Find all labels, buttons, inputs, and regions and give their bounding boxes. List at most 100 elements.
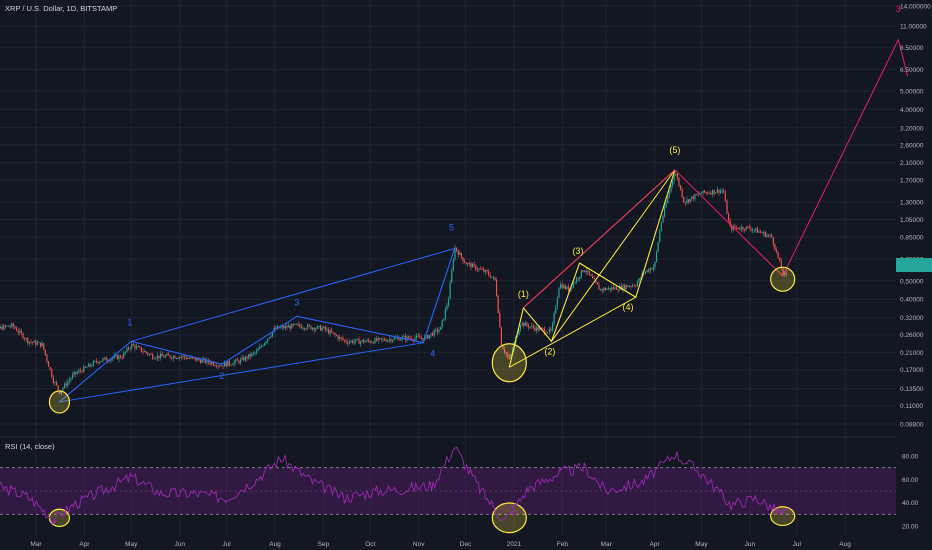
candle-body [612, 287, 614, 289]
blue-channel-upper[interactable] [131, 247, 455, 342]
price-highlight-circle[interactable] [491, 343, 527, 383]
price-highlight-circle[interactable] [770, 266, 796, 292]
wave-drawings[interactable] [59, 38, 909, 403]
rsi-highlight-circle[interactable] [491, 502, 527, 534]
time-tick-label: Jul [793, 541, 802, 548]
candle-body [6, 325, 8, 327]
candle-body [86, 366, 88, 368]
candle-body [172, 356, 174, 359]
candle-body [87, 363, 90, 367]
candle-body [353, 341, 355, 343]
candle-body [643, 273, 645, 275]
candle-body [25, 338, 27, 340]
candle-body [553, 313, 555, 323]
candle-body [300, 326, 302, 329]
candle-body [655, 251, 658, 262]
candle-body [65, 383, 67, 386]
yellow-wave-path[interactable] [508, 169, 676, 368]
candle-body [497, 295, 499, 314]
blue-channel-lower[interactable] [59, 342, 424, 403]
candle-body [780, 260, 782, 269]
candle-body [83, 366, 85, 373]
candle-body [633, 285, 635, 287]
candle-body [139, 346, 141, 348]
candle-body [532, 325, 534, 328]
candle-body [142, 351, 144, 353]
candle-body [166, 354, 168, 356]
candle-body [561, 284, 563, 289]
yellow-wedge-line[interactable] [551, 169, 676, 342]
blue-wave-path[interactable] [59, 248, 456, 403]
candle-body [601, 289, 603, 291]
candle-body [415, 335, 418, 339]
candle-body [550, 328, 552, 331]
candle-body [89, 363, 91, 366]
candle-body [75, 371, 77, 374]
candle-body [689, 198, 691, 203]
candle-body [38, 342, 40, 344]
candle-body [108, 360, 110, 362]
wave-label: 3 [896, 4, 901, 14]
time-axis[interactable]: Mar Apr May Jun Jul Aug Sep Oct Nov Dec 2021 Feb Mar… [30, 541, 851, 548]
candle-body [668, 191, 670, 198]
candle-body [167, 354, 170, 356]
candle-body [759, 231, 762, 233]
candle-body [191, 357, 194, 358]
candle-body [479, 268, 482, 270]
candle-body [286, 325, 288, 328]
symbol-title: XRP / U.S. Dollar, 1D, BITSTAMP [5, 4, 117, 13]
candle-body [78, 370, 80, 373]
candle-body [431, 333, 434, 336]
candle-body [452, 259, 454, 271]
candle-body [134, 345, 136, 349]
candle-body [337, 335, 339, 339]
candle-body [212, 362, 214, 366]
time-tick-label: Dec [460, 541, 472, 548]
candle-body [0, 326, 2, 328]
candle-body [52, 377, 54, 383]
candle-body [628, 286, 630, 288]
candle-body [116, 355, 118, 360]
candle-body [593, 278, 595, 280]
candle-body [377, 338, 379, 341]
candle-body [590, 274, 592, 276]
price-tick-label: 0.08800 [900, 422, 924, 429]
candle-body [756, 228, 758, 233]
candle-body [508, 356, 510, 359]
candle-body [627, 285, 629, 287]
candle-body [492, 277, 494, 279]
candle-body [33, 340, 35, 343]
candle-body [267, 338, 269, 342]
pink-projection-path[interactable] [523, 38, 909, 309]
candle-body [734, 226, 736, 228]
candle-body [161, 353, 163, 356]
candle-body [374, 338, 376, 344]
candle-body [433, 330, 435, 336]
yellow-channel-lower[interactable] [509, 296, 637, 368]
candle-body [631, 285, 634, 287]
candle-body [441, 320, 443, 327]
candle-body [702, 190, 704, 194]
candle-body [617, 289, 619, 291]
candle-body [199, 360, 202, 363]
rsi-highlight-circle[interactable] [770, 506, 796, 527]
rsi-tick-label: 80.00 [902, 454, 919, 461]
candle-body [51, 369, 53, 378]
candle-body [270, 335, 272, 338]
candle-body [63, 383, 66, 388]
candle-body [391, 340, 394, 342]
candle-body [521, 322, 523, 325]
candle-body [324, 326, 326, 330]
candle-body [148, 353, 150, 355]
candle-body [662, 216, 664, 223]
candle-body [17, 331, 19, 333]
candle-body [323, 326, 325, 329]
price-highlight-circle[interactable] [48, 390, 71, 414]
candle-body [283, 326, 285, 329]
candle-body [259, 346, 261, 349]
candle-body [140, 347, 142, 352]
candle-body [315, 328, 317, 331]
candle-body [91, 365, 93, 367]
candle-body [260, 345, 262, 347]
